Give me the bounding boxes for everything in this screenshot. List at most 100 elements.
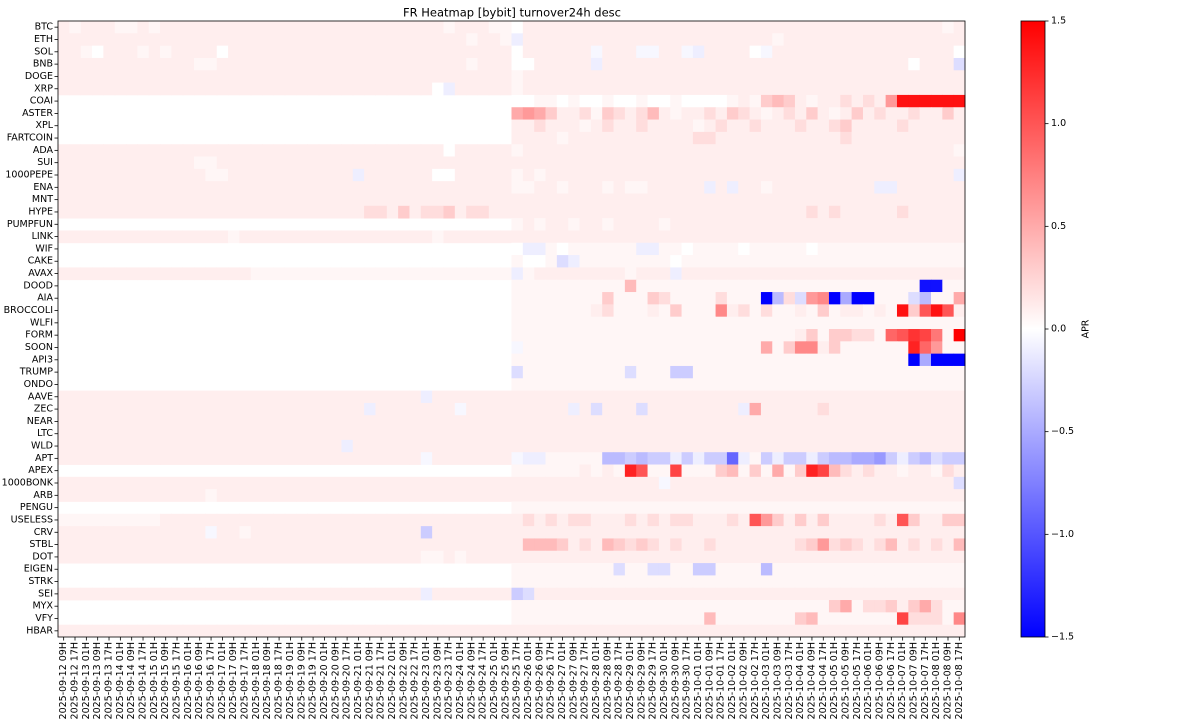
heatmap-cell bbox=[851, 489, 864, 502]
heatmap-cell bbox=[874, 526, 887, 539]
heatmap-cell bbox=[556, 279, 569, 293]
y-tick-label: BROCCOLI bbox=[4, 305, 53, 316]
heatmap-cell bbox=[160, 402, 172, 416]
heatmap-cell bbox=[738, 365, 750, 379]
heatmap-cell bbox=[908, 550, 921, 564]
heatmap-cell bbox=[568, 365, 580, 379]
heatmap-cell bbox=[409, 156, 422, 170]
heatmap-cell bbox=[783, 21, 796, 34]
heatmap-cell bbox=[205, 193, 218, 207]
heatmap-cell bbox=[636, 464, 648, 478]
heatmap-cell bbox=[103, 33, 116, 47]
heatmap-cell bbox=[352, 168, 365, 182]
heatmap-cell bbox=[851, 316, 864, 330]
heatmap-cell bbox=[794, 267, 807, 281]
y-tick-label: WLFI bbox=[30, 317, 53, 328]
heatmap-cell bbox=[568, 550, 580, 564]
heatmap-cell bbox=[228, 21, 240, 34]
heatmap-cell bbox=[522, 94, 535, 108]
heatmap-cell bbox=[636, 550, 648, 564]
heatmap-cell bbox=[273, 267, 286, 281]
heatmap-cell bbox=[624, 600, 637, 613]
heatmap-cell bbox=[749, 107, 762, 120]
heatmap-cell bbox=[783, 526, 796, 539]
heatmap-cell bbox=[726, 316, 739, 330]
heatmap-cell bbox=[908, 193, 921, 207]
heatmap-cell bbox=[262, 489, 274, 502]
heatmap-cell bbox=[806, 156, 819, 170]
heatmap-cell bbox=[715, 452, 728, 465]
heatmap-cell bbox=[80, 587, 93, 601]
heatmap-cell bbox=[341, 21, 354, 34]
x-tick-label: 2025-10-01 09H bbox=[704, 642, 715, 719]
heatmap-cell bbox=[794, 489, 807, 502]
heatmap-cell bbox=[681, 341, 694, 355]
heatmap-cell bbox=[715, 489, 728, 502]
x-tick-label: 2025-10-03 09H bbox=[772, 642, 783, 719]
heatmap-cell bbox=[715, 292, 728, 305]
heatmap-cell bbox=[58, 230, 70, 244]
heatmap-cell bbox=[330, 415, 342, 428]
heatmap-cell bbox=[806, 513, 819, 527]
heatmap-cell bbox=[398, 489, 410, 502]
heatmap-cell bbox=[726, 538, 739, 552]
heatmap-cell bbox=[715, 526, 728, 539]
heatmap-cell bbox=[386, 538, 399, 552]
heatmap-cell bbox=[726, 624, 739, 638]
heatmap-cell bbox=[658, 267, 671, 281]
heatmap-cell bbox=[828, 205, 841, 219]
heatmap-cell bbox=[885, 267, 898, 281]
heatmap-cell bbox=[477, 452, 490, 465]
heatmap-cell bbox=[477, 168, 490, 182]
heatmap-cell bbox=[522, 21, 535, 34]
heatmap-cell bbox=[942, 205, 955, 219]
heatmap-cell bbox=[171, 33, 184, 47]
heatmap-cell bbox=[443, 156, 456, 170]
heatmap-cell bbox=[908, 563, 921, 576]
heatmap-cell bbox=[613, 452, 626, 465]
heatmap-cell bbox=[69, 427, 82, 441]
x-tick-label: 2025-09-22 09H bbox=[398, 642, 409, 719]
heatmap-cell bbox=[851, 476, 864, 490]
heatmap-cell bbox=[568, 624, 580, 638]
heatmap-cell bbox=[568, 242, 580, 256]
heatmap-cell bbox=[205, 21, 218, 34]
heatmap-cell bbox=[330, 21, 342, 34]
heatmap-cell bbox=[103, 45, 116, 59]
heatmap-cell bbox=[364, 624, 376, 638]
heatmap-cell bbox=[828, 427, 841, 441]
heatmap-cell bbox=[194, 70, 206, 83]
heatmap-cell bbox=[670, 452, 682, 465]
heatmap-cell bbox=[828, 119, 841, 133]
heatmap-cell bbox=[364, 489, 376, 502]
heatmap-cell bbox=[284, 427, 297, 441]
x-tick-label: 2025-10-07 09H bbox=[908, 642, 919, 719]
heatmap-cell bbox=[874, 70, 887, 83]
heatmap-cell bbox=[307, 45, 320, 59]
heatmap-cell bbox=[953, 218, 966, 231]
heatmap-cell bbox=[148, 452, 161, 465]
heatmap-cell bbox=[806, 624, 819, 638]
heatmap-cell bbox=[318, 156, 331, 170]
heatmap-cell bbox=[806, 415, 819, 428]
x-tick-label: 2025-09-14 17H bbox=[138, 642, 149, 719]
heatmap-cell bbox=[715, 415, 728, 428]
heatmap-cell bbox=[443, 452, 456, 465]
heatmap-cell bbox=[806, 21, 819, 34]
heatmap-cell bbox=[205, 415, 218, 428]
heatmap-cell bbox=[148, 45, 161, 59]
heatmap-cell bbox=[375, 476, 388, 490]
heatmap-cell bbox=[80, 427, 93, 441]
heatmap-cell bbox=[568, 538, 580, 552]
heatmap-cell bbox=[590, 378, 603, 391]
heatmap-cell bbox=[862, 587, 875, 601]
heatmap-cell bbox=[239, 57, 252, 71]
heatmap-cell bbox=[92, 587, 104, 601]
heatmap-cell bbox=[942, 439, 955, 453]
heatmap-cell bbox=[511, 181, 524, 194]
heatmap-cell bbox=[228, 144, 240, 157]
y-tick-label: BTC bbox=[35, 22, 54, 33]
heatmap-cell bbox=[352, 415, 365, 428]
heatmap-cell bbox=[545, 526, 558, 539]
